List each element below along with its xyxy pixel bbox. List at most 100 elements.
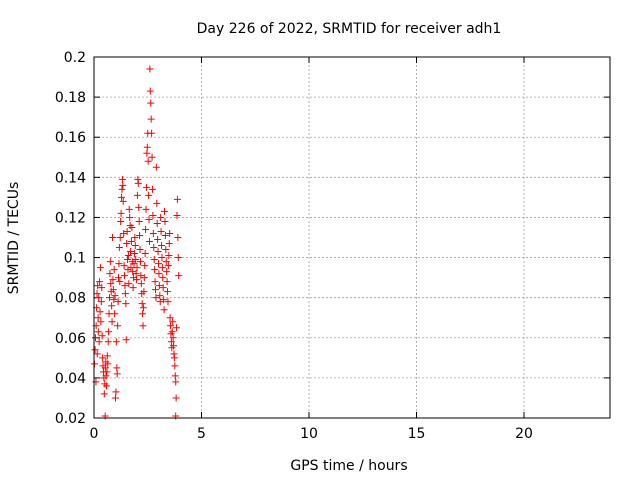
data-point	[161, 231, 169, 239]
data-point	[157, 213, 165, 221]
data-point	[152, 294, 160, 302]
data-point	[131, 234, 139, 241]
data-point	[91, 346, 99, 354]
data-point	[144, 157, 152, 165]
data-point	[108, 234, 116, 241]
data-point	[169, 334, 177, 342]
data-point	[123, 227, 131, 235]
data-point	[98, 284, 106, 292]
data-point	[126, 213, 134, 221]
chart-title: Day 226 of 2022, SRMTID for receiver adh…	[197, 21, 502, 37]
data-points	[90, 65, 183, 420]
data-point	[148, 129, 156, 137]
data-point	[161, 217, 169, 225]
data-point	[124, 252, 132, 260]
data-point	[96, 264, 104, 272]
data-point	[170, 342, 178, 350]
grid-lines	[94, 57, 610, 418]
data-point	[159, 284, 167, 292]
data-point	[146, 87, 154, 95]
data-point	[108, 302, 116, 310]
y-tick-label: 0.08	[55, 291, 86, 307]
data-point	[160, 306, 168, 314]
data-point	[127, 248, 135, 256]
data-point	[94, 282, 102, 290]
y-tick-label: 0.06	[55, 331, 86, 347]
data-point	[147, 115, 155, 123]
data-point	[159, 274, 167, 282]
data-point	[96, 278, 104, 286]
data-point	[140, 288, 148, 296]
data-point	[116, 234, 124, 241]
data-point	[133, 276, 141, 284]
data-point	[100, 390, 108, 398]
data-point	[114, 322, 122, 330]
data-point	[131, 242, 139, 250]
data-point	[97, 298, 105, 306]
data-point	[118, 175, 126, 183]
data-point	[94, 328, 102, 336]
data-point	[160, 296, 168, 304]
plot-frame	[93, 56, 611, 419]
data-point	[129, 284, 137, 292]
data-point	[173, 195, 181, 203]
axis-ticks	[93, 56, 610, 419]
data-point	[113, 370, 121, 378]
data-point	[162, 258, 170, 266]
data-point	[150, 256, 158, 264]
y-tick-label: 0.12	[55, 210, 86, 226]
data-point	[95, 338, 103, 346]
data-point	[117, 209, 125, 217]
data-point	[171, 362, 179, 370]
data-point	[174, 234, 182, 241]
data-point	[166, 314, 174, 322]
data-point	[167, 322, 175, 330]
data-point	[118, 193, 126, 201]
data-point	[121, 272, 129, 280]
data-point	[98, 332, 106, 340]
data-point	[122, 300, 130, 308]
data-point	[121, 290, 129, 298]
data-point	[167, 338, 175, 346]
data-point	[130, 260, 138, 268]
data-point	[104, 338, 112, 346]
data-point	[106, 270, 114, 278]
data-point	[137, 280, 145, 288]
data-point	[163, 278, 171, 286]
data-point	[102, 372, 110, 380]
data-point	[155, 270, 163, 278]
data-point	[139, 304, 147, 312]
data-point	[145, 191, 153, 199]
data-point	[150, 244, 158, 252]
data-point	[142, 183, 150, 191]
data-point	[151, 286, 159, 294]
data-point	[114, 298, 122, 306]
data-point	[164, 262, 172, 270]
data-point	[149, 211, 157, 219]
data-point	[105, 294, 113, 302]
data-point	[132, 256, 140, 264]
data-point	[134, 179, 142, 187]
data-point	[157, 227, 165, 235]
data-point	[125, 280, 133, 288]
data-point	[143, 149, 151, 157]
data-point	[104, 360, 112, 368]
data-point	[130, 250, 138, 258]
data-point	[94, 314, 102, 322]
data-point	[108, 318, 116, 326]
data-point	[120, 262, 128, 270]
data-point	[154, 248, 162, 256]
data-point	[161, 207, 169, 215]
data-point	[164, 298, 172, 306]
data-point	[125, 205, 133, 213]
data-point	[141, 262, 149, 270]
y-axis-title: SRMTID / TECUs	[6, 182, 22, 295]
data-point	[123, 240, 131, 248]
data-point	[111, 292, 119, 300]
data-point	[113, 364, 121, 372]
data-point	[168, 328, 176, 336]
data-point	[172, 378, 180, 386]
data-point	[165, 240, 173, 248]
tick-labels: 0 5 10 15 20 0.02 0.04 0.06 0.08 0.1 0.12 0.14 0.16 0…	[55, 50, 533, 442]
